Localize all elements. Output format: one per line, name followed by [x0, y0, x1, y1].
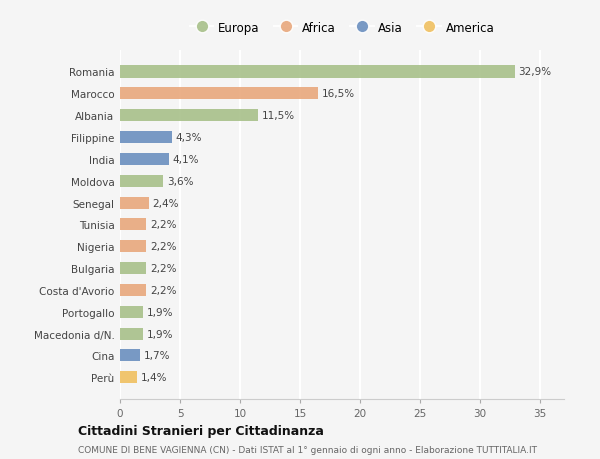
Text: 2,2%: 2,2%	[150, 220, 176, 230]
Text: 1,4%: 1,4%	[140, 373, 167, 382]
Text: 1,9%: 1,9%	[146, 329, 173, 339]
Text: 2,2%: 2,2%	[150, 285, 176, 295]
Text: 1,9%: 1,9%	[146, 307, 173, 317]
Text: 16,5%: 16,5%	[322, 89, 355, 99]
Bar	[120, 371, 137, 383]
Text: 4,1%: 4,1%	[173, 155, 199, 164]
Text: 32,9%: 32,9%	[518, 67, 551, 77]
Bar	[120, 153, 169, 166]
Text: 3,6%: 3,6%	[167, 176, 193, 186]
Text: COMUNE DI BENE VAGIENNA (CN) - Dati ISTAT al 1° gennaio di ogni anno - Elaborazi: COMUNE DI BENE VAGIENNA (CN) - Dati ISTA…	[78, 445, 537, 454]
Bar	[120, 67, 515, 78]
Bar	[120, 241, 146, 253]
Bar	[120, 284, 146, 297]
Text: 2,2%: 2,2%	[150, 263, 176, 274]
Text: 2,2%: 2,2%	[150, 242, 176, 252]
Text: 11,5%: 11,5%	[262, 111, 295, 121]
Text: 1,7%: 1,7%	[144, 351, 170, 361]
Bar	[120, 263, 146, 274]
Bar	[120, 110, 258, 122]
Legend: Europa, Africa, Asia, America: Europa, Africa, Asia, America	[190, 22, 494, 34]
Bar	[120, 197, 149, 209]
Text: 2,4%: 2,4%	[152, 198, 179, 208]
Bar	[120, 132, 172, 144]
Bar	[120, 88, 318, 100]
Bar	[120, 328, 143, 340]
Bar	[120, 219, 146, 231]
Bar	[120, 175, 163, 187]
Bar	[120, 350, 140, 362]
Text: Cittadini Stranieri per Cittadinanza: Cittadini Stranieri per Cittadinanza	[78, 424, 324, 437]
Bar	[120, 306, 143, 318]
Text: 4,3%: 4,3%	[175, 133, 202, 143]
